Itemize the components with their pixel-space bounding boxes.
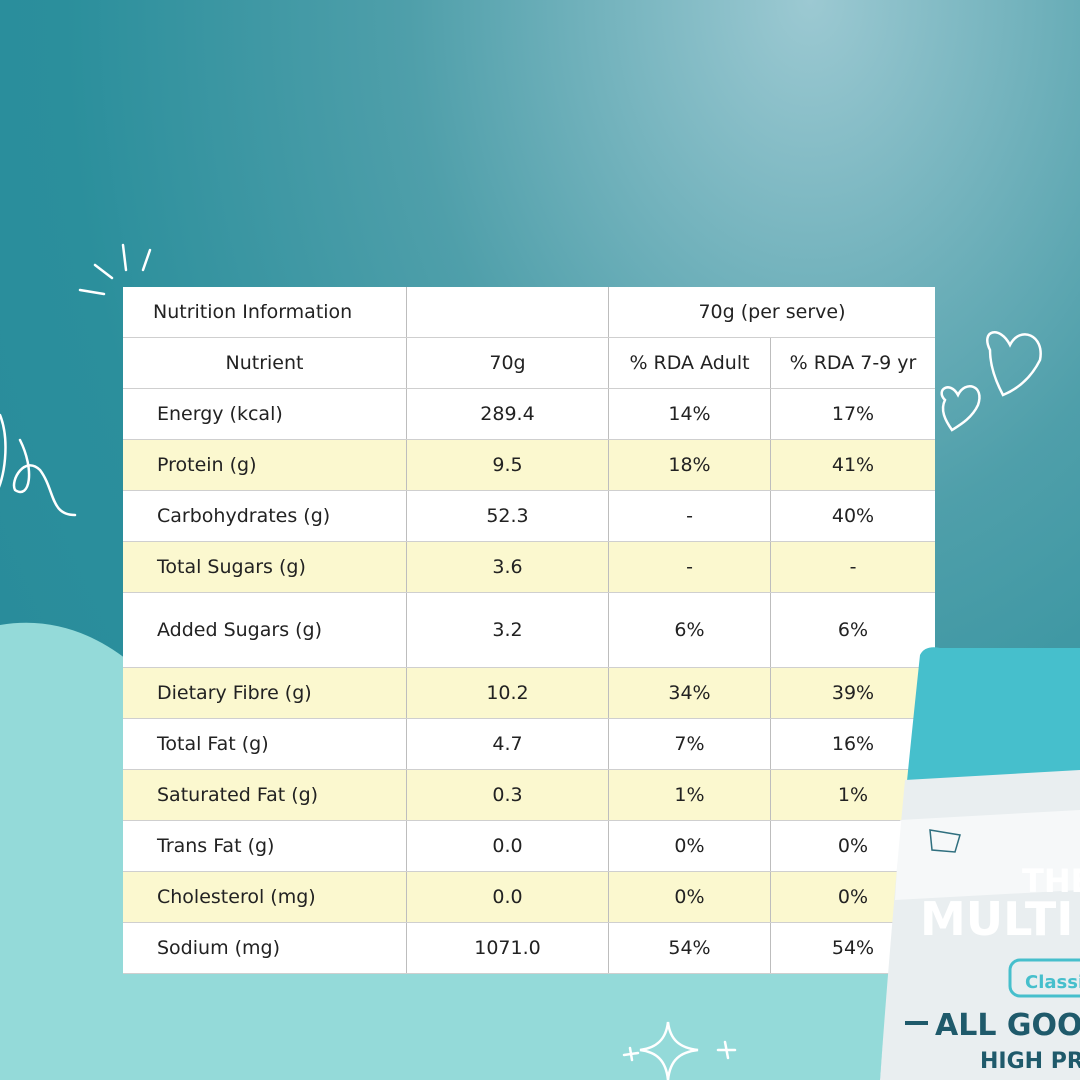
header-cell: % RDA Adult [608, 338, 770, 388]
table-row: Protein (g) 9.5 18% 41% [123, 440, 935, 491]
table-cell: 0.0 [406, 872, 608, 922]
table-cell: 18% [608, 440, 770, 490]
table-cell: 0% [608, 872, 770, 922]
table-cell: 7% [608, 719, 770, 769]
table-row: Sodium (mg) 1071.0 54% 54% [123, 923, 935, 974]
table-cell: Protein (g) [157, 454, 257, 476]
table-cell: 54% [770, 923, 935, 973]
table-cell: 52.3 [406, 491, 608, 541]
table-cell: 14% [608, 389, 770, 439]
table-cell: 1% [770, 770, 935, 820]
table-cell: 0% [770, 821, 935, 871]
table-cell: 6% [770, 593, 935, 667]
table-cell: 1% [608, 770, 770, 820]
package-text: HIGH PROT [980, 1049, 1080, 1074]
package-text: ALL GOOD I [935, 1008, 1080, 1043]
package-text: Classi [1025, 972, 1080, 993]
table-cell: - [608, 491, 770, 541]
table-cell: 0.0 [406, 821, 608, 871]
table-cell: 10.2 [406, 668, 608, 718]
table-row: Trans Fat (g) 0.0 0% 0% [123, 821, 935, 872]
header-cell: Nutrient [225, 352, 304, 374]
table-cell: - [770, 542, 935, 592]
table-cell: 9.5 [406, 440, 608, 490]
header-cell: % RDA 7-9 yr [770, 338, 935, 388]
table-row: Saturated Fat (g) 0.3 1% 1% [123, 770, 935, 821]
table-cell: Dietary Fibre (g) [157, 682, 312, 704]
table-cell: 17% [770, 389, 935, 439]
table-cell: Trans Fat (g) [157, 835, 275, 857]
table-row: Carbohydrates (g) 52.3-40% [123, 491, 935, 542]
table-cell: 16% [770, 719, 935, 769]
header-cell: Nutrition Information [153, 301, 353, 323]
table-cell: 289.4 [406, 389, 608, 439]
header-cell: 70g (per serve) [608, 287, 935, 337]
table-row: Dietary Fibre (g) 10.2 34% 39% [123, 668, 935, 719]
table-cell: 54% [608, 923, 770, 973]
table-cell: Energy (kcal) [157, 403, 283, 425]
nutrition-table: Nutrition Information 70g (per serve) Nutr… [123, 287, 935, 974]
table-cell: 34% [608, 668, 770, 718]
table-cell: - [608, 542, 770, 592]
header-cell: 70g [406, 338, 608, 388]
table-cell: Total Sugars (g) [157, 556, 306, 578]
header-cell [406, 287, 608, 337]
header-row: Nutrient 70g% RDA Adult% RDA 7-9 yr [123, 338, 935, 389]
table-row: Total Sugars (g) 3.6- - [123, 542, 935, 593]
table-row: Total Fat (g) 4.7 7% 16% [123, 719, 935, 770]
table-cell: Sodium (mg) [157, 937, 281, 959]
table-cell: 0% [608, 821, 770, 871]
table-cell: 0.3 [406, 770, 608, 820]
table-cell: Carbohydrates (g) [157, 505, 331, 527]
header-row: Nutrition Information 70g (per serve) [123, 287, 935, 338]
table-cell: 6% [608, 593, 770, 667]
package-text: MULTI MI [920, 892, 1080, 946]
table-cell: Added Sugars (g) [157, 619, 323, 641]
table-cell: 0% [770, 872, 935, 922]
table-cell: 3.6 [406, 542, 608, 592]
table-cell: 41% [770, 440, 935, 490]
table-row: Energy (kcal) 289.4 14% 17% [123, 389, 935, 440]
table-cell: 40% [770, 491, 935, 541]
table-row: Added Sugars (g) 3.2 6% 6% [123, 593, 935, 668]
table-cell: 1071.0 [406, 923, 608, 973]
product-package: THE MULTI MI Classi ALL GOOD I HIGH PROT [880, 647, 1080, 1080]
table-cell: Saturated Fat (g) [157, 784, 319, 806]
table-cell: 3.2 [406, 593, 608, 667]
table-cell: Cholesterol (mg) [157, 886, 316, 908]
table-cell: 4.7 [406, 719, 608, 769]
table-row: Cholesterol (mg) 0.0 0% 0% [123, 872, 935, 923]
package-text: THE [1022, 862, 1080, 900]
table-cell: Total Fat (g) [157, 733, 269, 755]
table-cell: 39% [770, 668, 935, 718]
